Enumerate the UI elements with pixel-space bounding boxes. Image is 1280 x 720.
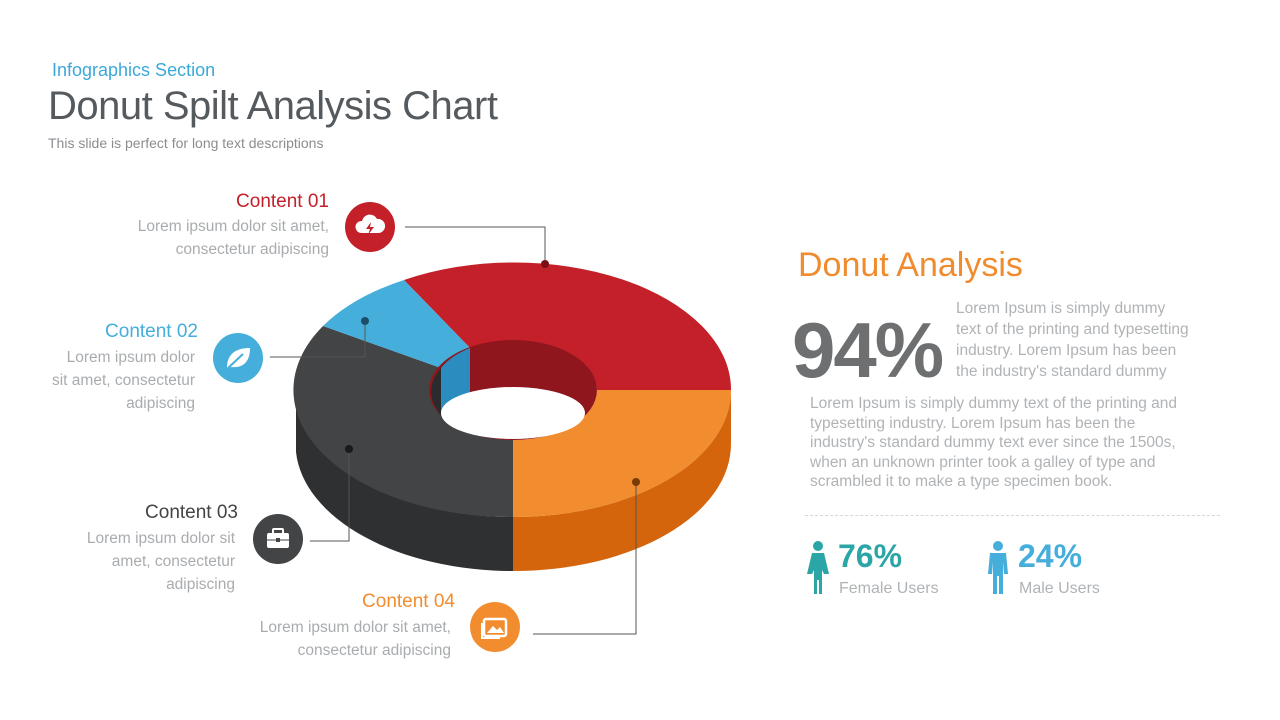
connector-dot-4 xyxy=(632,478,640,486)
content-02-title: Content 02 xyxy=(105,321,198,342)
analysis-title: Donut Analysis xyxy=(798,246,1023,284)
connector-line-2 xyxy=(270,321,366,358)
analysis-paragraph-1: Lorem Ipsum is simply dummy text of the … xyxy=(956,300,1189,380)
female-user-icon xyxy=(807,541,829,594)
content-04-text: Lorem ipsum dolor sit amet, consectetur … xyxy=(259,619,451,659)
connector-line-4 xyxy=(533,482,637,635)
image-icon xyxy=(470,602,520,652)
donut-segment-dark xyxy=(293,326,513,518)
content-01-text: Lorem ipsum dolor sit amet, consectetur … xyxy=(137,218,329,258)
cloud-lightning-icon xyxy=(345,202,395,252)
donut-side-dark xyxy=(296,398,513,572)
connector-dot-2 xyxy=(361,317,369,325)
donut-hole xyxy=(441,387,585,439)
connector-line-3 xyxy=(310,449,350,542)
female-users-label: Female Users xyxy=(839,580,939,597)
male-users-percent: 24% xyxy=(1018,538,1083,574)
page-title: Donut Spilt Analysis Chart xyxy=(48,84,498,128)
section-label: Infographics Section xyxy=(52,60,216,80)
connector-dot-3 xyxy=(345,445,353,453)
donut-hole-wall-dark xyxy=(431,368,441,416)
divider xyxy=(805,515,1220,516)
analysis-paragraph-2: Lorem Ipsum is simply dummy text of the … xyxy=(810,395,1177,490)
donut-segment-blue xyxy=(323,280,470,368)
female-users-percent: 76% xyxy=(838,538,903,574)
male-users-label: Male Users xyxy=(1019,580,1100,597)
content-02-text: Lorem ipsum dolor sit amet, consectetur … xyxy=(51,349,195,412)
male-user-icon xyxy=(988,541,1008,594)
donut-segment-red xyxy=(404,262,732,390)
analysis-percent: 94% xyxy=(792,306,944,394)
connector-line-1 xyxy=(405,226,546,264)
page-subtitle: This slide is perfect for long text desc… xyxy=(48,135,324,151)
content-04-title: Content 04 xyxy=(362,591,455,612)
briefcase-icon xyxy=(253,514,303,564)
donut-segment-orange xyxy=(513,390,731,518)
donut-side-orange xyxy=(513,390,731,572)
content-03-text: Lorem ipsum dolor sit amet, consectetur … xyxy=(86,530,235,593)
content-03-title: Content 03 xyxy=(145,502,238,523)
connector-dot-1 xyxy=(541,260,549,268)
content-01-title: Content 01 xyxy=(236,191,329,212)
leaf-icon xyxy=(213,333,263,383)
